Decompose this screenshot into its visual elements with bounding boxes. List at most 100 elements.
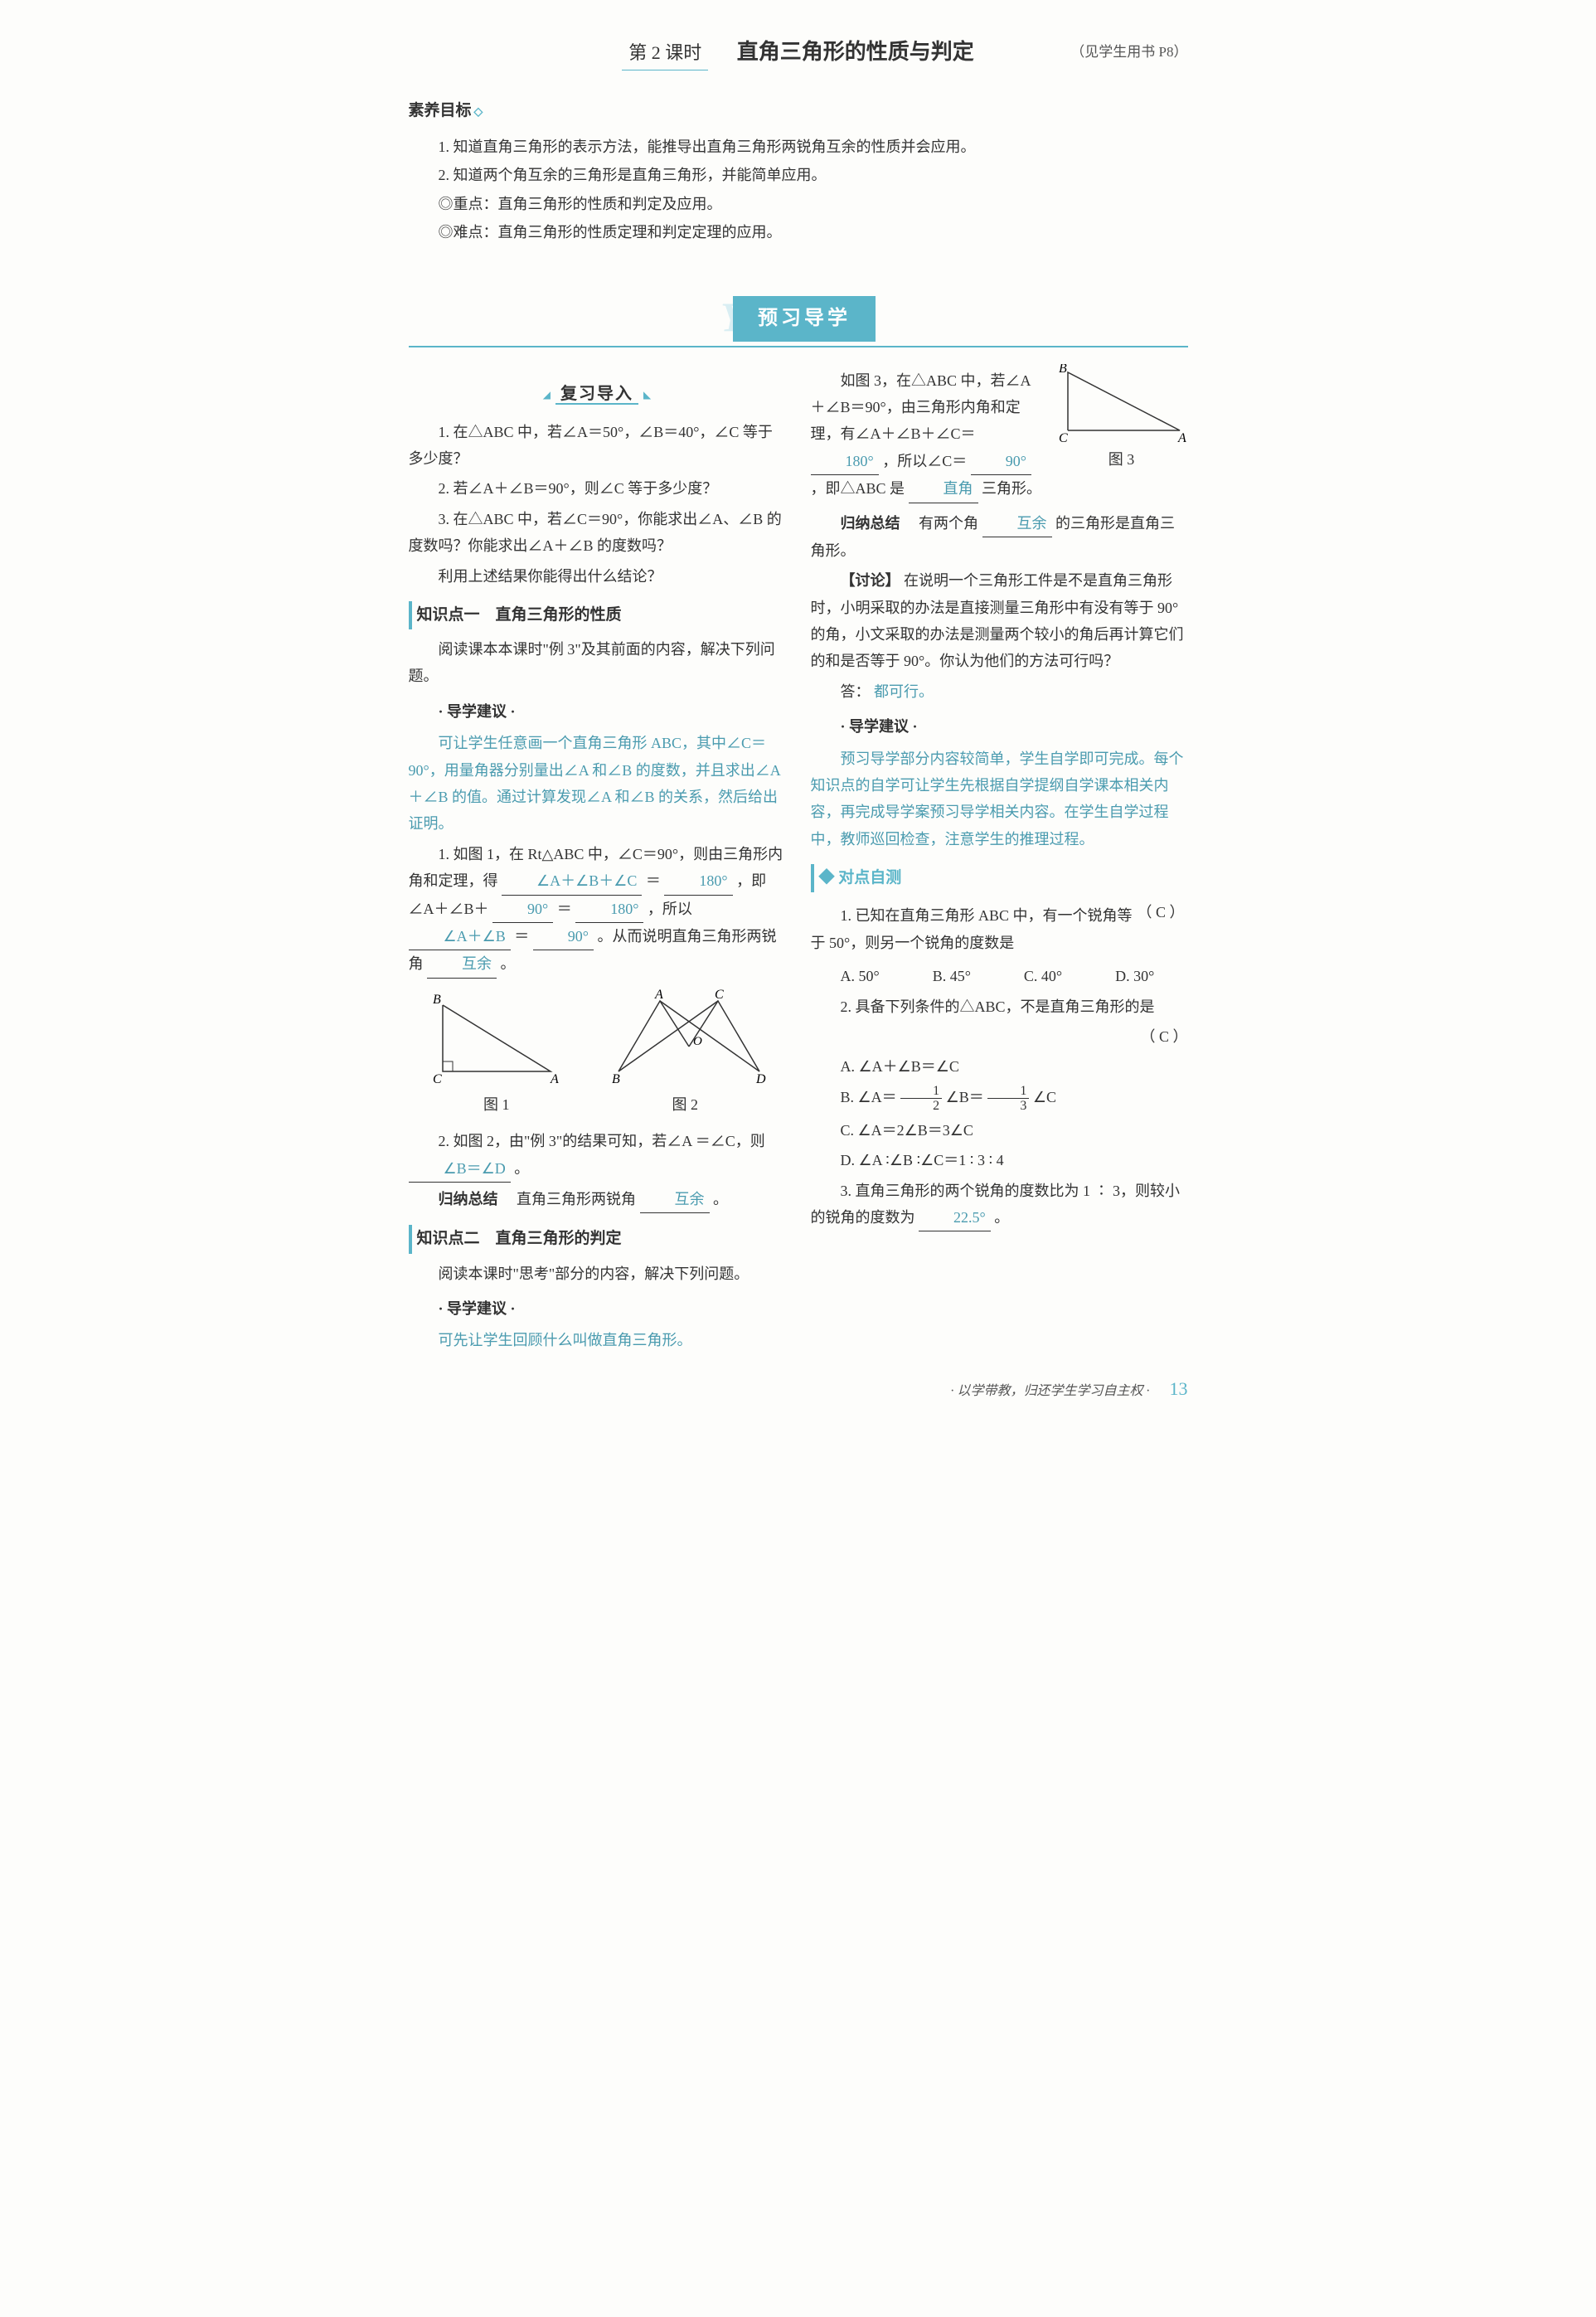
left-column: 复习导入 1. 在△ABC 中，若∠A＝50°，∠B＝40°，∠C 等于多少度？… [409, 364, 786, 1339]
svg-text:A: A [1177, 431, 1186, 443]
text: ∠B＝ [946, 1089, 984, 1105]
text: ，即△ABC 是 [811, 480, 905, 497]
review-line: 1. 在△ABC 中，若∠A＝50°，∠B＝40°，∠C 等于多少度？ [409, 419, 786, 473]
triangle-2-svg: A C O B D [602, 988, 768, 1088]
guide-text: 可让学生任意画一个直角三角形 ABC，其中∠C＝90°，用量角器分别量出∠A 和… [409, 730, 786, 838]
fill-blank: 90° [492, 896, 553, 923]
q2-text: 2. 具备下列条件的△ABC，不是直角三角形的是 [811, 993, 1188, 1020]
svg-text:B: B [1059, 364, 1067, 376]
kp1-q1: 1. 如图 1，在 Rt△ABC 中，∠C＝90°，则由三角形内角和定理，得 ∠… [409, 841, 786, 979]
fill-blank: 180° [575, 896, 643, 923]
fill-blank: 90° [533, 923, 594, 950]
fill-blank: 互余 [982, 510, 1052, 537]
summary-label: 归纳总结 [439, 1191, 498, 1207]
svg-text:A: A [550, 1072, 559, 1086]
text: ∠C [1033, 1089, 1056, 1105]
text: 如图 3，在△ABC 中，若∠A ＋∠B＝90°，由三角形内角和定理，有∠A＋∠… [811, 372, 1031, 443]
fill-blank: 直角 [909, 475, 978, 503]
review-banner: 复习导入 [409, 379, 786, 409]
figure-2: A C O B D 图 2 [602, 988, 768, 1118]
text: 三角形。 [982, 480, 1041, 497]
discussion-answer: 答： 都可行。 [811, 678, 1188, 705]
triangle-1-svg: B C A [426, 988, 567, 1088]
guide-label: · 导学建议 · [409, 1295, 786, 1322]
option: C. 40° [994, 963, 1062, 989]
text: ＝ [514, 928, 529, 945]
svg-text:D: D [755, 1072, 766, 1086]
fraction: 13 [987, 1084, 1029, 1114]
goal-item: ◎难点：直角三角形的性质定理和判定定理的应用。 [409, 219, 1188, 245]
figures-row: B C A 图 1 A C O B D 图 2 [409, 988, 786, 1118]
section-banner: Y 预习导学 [409, 271, 1188, 347]
goal-item: 1. 知道直角三角形的表示方法，能推导出直角三角形两锐角互余的性质并会应用。 [409, 134, 1188, 160]
figure-3: B C A 图 3 [1055, 364, 1188, 473]
fraction: 12 [900, 1084, 942, 1114]
page-reference: （见学生用书 P8） [1070, 40, 1187, 66]
figure-1: B C A 图 1 [426, 988, 567, 1118]
svg-text:B: B [612, 1072, 620, 1086]
knowledge-point-2-title: 知识点二 直角三角形的判定 [409, 1225, 786, 1253]
fill-blank: ∠B＝∠D [409, 1155, 511, 1183]
quiz-q1: 1. 已知在直角三角形 ABC 中，有一个锐角等于 50°，则另一个锐角的度数是… [811, 899, 1188, 959]
fill-blank: 180° [811, 448, 879, 475]
kp2-summary: 归纳总结 有两个角 互余 的三角形是直角三角形。 [811, 510, 1188, 565]
goals-list: 1. 知道直角三角形的表示方法，能推导出直角三角形两锐角互余的性质并会应用。 2… [409, 134, 1188, 246]
triangle-3-svg: B C A [1055, 364, 1188, 443]
goal-item: 2. 知道两个角互余的三角形是直角三角形，并能简单应用。 [409, 162, 1188, 188]
quiz-q3: 3. 直角三角形的两个锐角的度数比为 1 ∶ 3，则较小的锐角的度数为 22.5… [811, 1178, 1188, 1232]
q1-options: A. 50° B. 45° C. 40° D. 30° [811, 963, 1188, 989]
fill-blank: 180° [664, 867, 732, 895]
goal-item: ◎重点：直角三角形的性质和判定及应用。 [409, 191, 1188, 217]
goals-label: 素养目标 [409, 97, 1188, 125]
option: D. 30° [1085, 963, 1154, 989]
fill-blank: 90° [971, 448, 1031, 475]
svg-text:A: A [654, 988, 663, 1002]
fig3-caption: 图 3 [1055, 446, 1188, 473]
text: ＝ [646, 872, 661, 889]
q2-optC: C. ∠A＝2∠B＝3∠C [811, 1117, 1188, 1144]
svg-text:O: O [693, 1035, 702, 1048]
q2-answer: （ C ） [811, 1023, 1188, 1050]
option: B. 45° [903, 963, 971, 989]
text: 。 [514, 1160, 529, 1177]
text: 。 [994, 1209, 1009, 1226]
svg-text:B: B [433, 993, 441, 1007]
guide-label: · 导学建议 · [409, 698, 786, 725]
review-line: 2. 若∠A＋∠B＝90°，则∠C 等于多少度？ [409, 475, 786, 502]
lesson-title: 直角三角形的性质与判定 [737, 40, 974, 64]
text: B. ∠A＝ [841, 1089, 897, 1105]
svg-text:C: C [715, 988, 724, 1002]
text: 直角三角形两锐角 [517, 1191, 636, 1207]
guide-text: 可先让学生回顾什么叫做直角三角形。 [409, 1327, 786, 1353]
text: 。 [713, 1191, 728, 1207]
right-column: B C A 图 3 如图 3，在△ABC 中，若∠A ＋∠B＝90°，由三角形内… [811, 364, 1188, 1339]
svg-text:C: C [433, 1072, 442, 1086]
review-line: 利用上述结果你能得出什么结论？ [409, 563, 786, 590]
page-footer: · 以学带教，归还学生学习自主权 · 13 [409, 1372, 1188, 1406]
q1-text: 1. 已知在直角三角形 ABC 中，有一个锐角等于 50°，则另一个锐角的度数是 [811, 902, 1138, 956]
review-line: 3. 在△ABC 中，若∠C＝90°，你能求出∠A、∠B 的度数吗？你能求出∠A… [409, 506, 786, 560]
fill-blank: 22.5° [919, 1204, 991, 1231]
content-columns: 复习导入 1. 在△ABC 中，若∠A＝50°，∠B＝40°，∠C 等于多少度？… [409, 364, 1188, 1339]
quiz-title-text: 对点自测 [838, 869, 901, 886]
guide-text: 预习导学部分内容较简单，学生自学即可完成。每个知识点的自学可让学生先根据自学提纲… [811, 746, 1188, 853]
q2-optD: D. ∠A ∶∠B ∶∠C＝1 ∶ 3 ∶ 4 [811, 1147, 1188, 1173]
answer-label: 答： [841, 683, 871, 700]
summary-label: 归纳总结 [841, 515, 900, 532]
text: ＝ [557, 901, 572, 917]
knowledge-point-1-title: 知识点一 直角三角形的性质 [409, 601, 786, 629]
q1-answer: （ C ） [1137, 899, 1184, 959]
footer-motto: · 以学带教，归还学生学习自主权 · [950, 1384, 1149, 1398]
fill-blank: ∠A＋∠B [409, 923, 511, 950]
q2-optA: A. ∠A＋∠B＝∠C [811, 1053, 1188, 1080]
answer-text: 都可行。 [874, 683, 934, 700]
text: 有两个角 [919, 515, 978, 532]
fig2-caption: 图 2 [602, 1091, 768, 1118]
text: 2. 如图 2，由"例 3"的结果可知，若∠A ＝∠C，则 [439, 1133, 765, 1149]
q2-optB: B. ∠A＝ 12 ∠B＝ 13 ∠C [811, 1084, 1188, 1114]
discuss-label: 【讨论】 [841, 572, 900, 589]
guide-label: · 导学建议 · [811, 713, 1188, 740]
lesson-number: 第 2 课时 [622, 36, 708, 70]
lesson-header: 第 2 课时 直角三角形的性质与判定 （见学生用书 P8） [409, 33, 1188, 72]
page-number: 13 [1170, 1378, 1188, 1399]
